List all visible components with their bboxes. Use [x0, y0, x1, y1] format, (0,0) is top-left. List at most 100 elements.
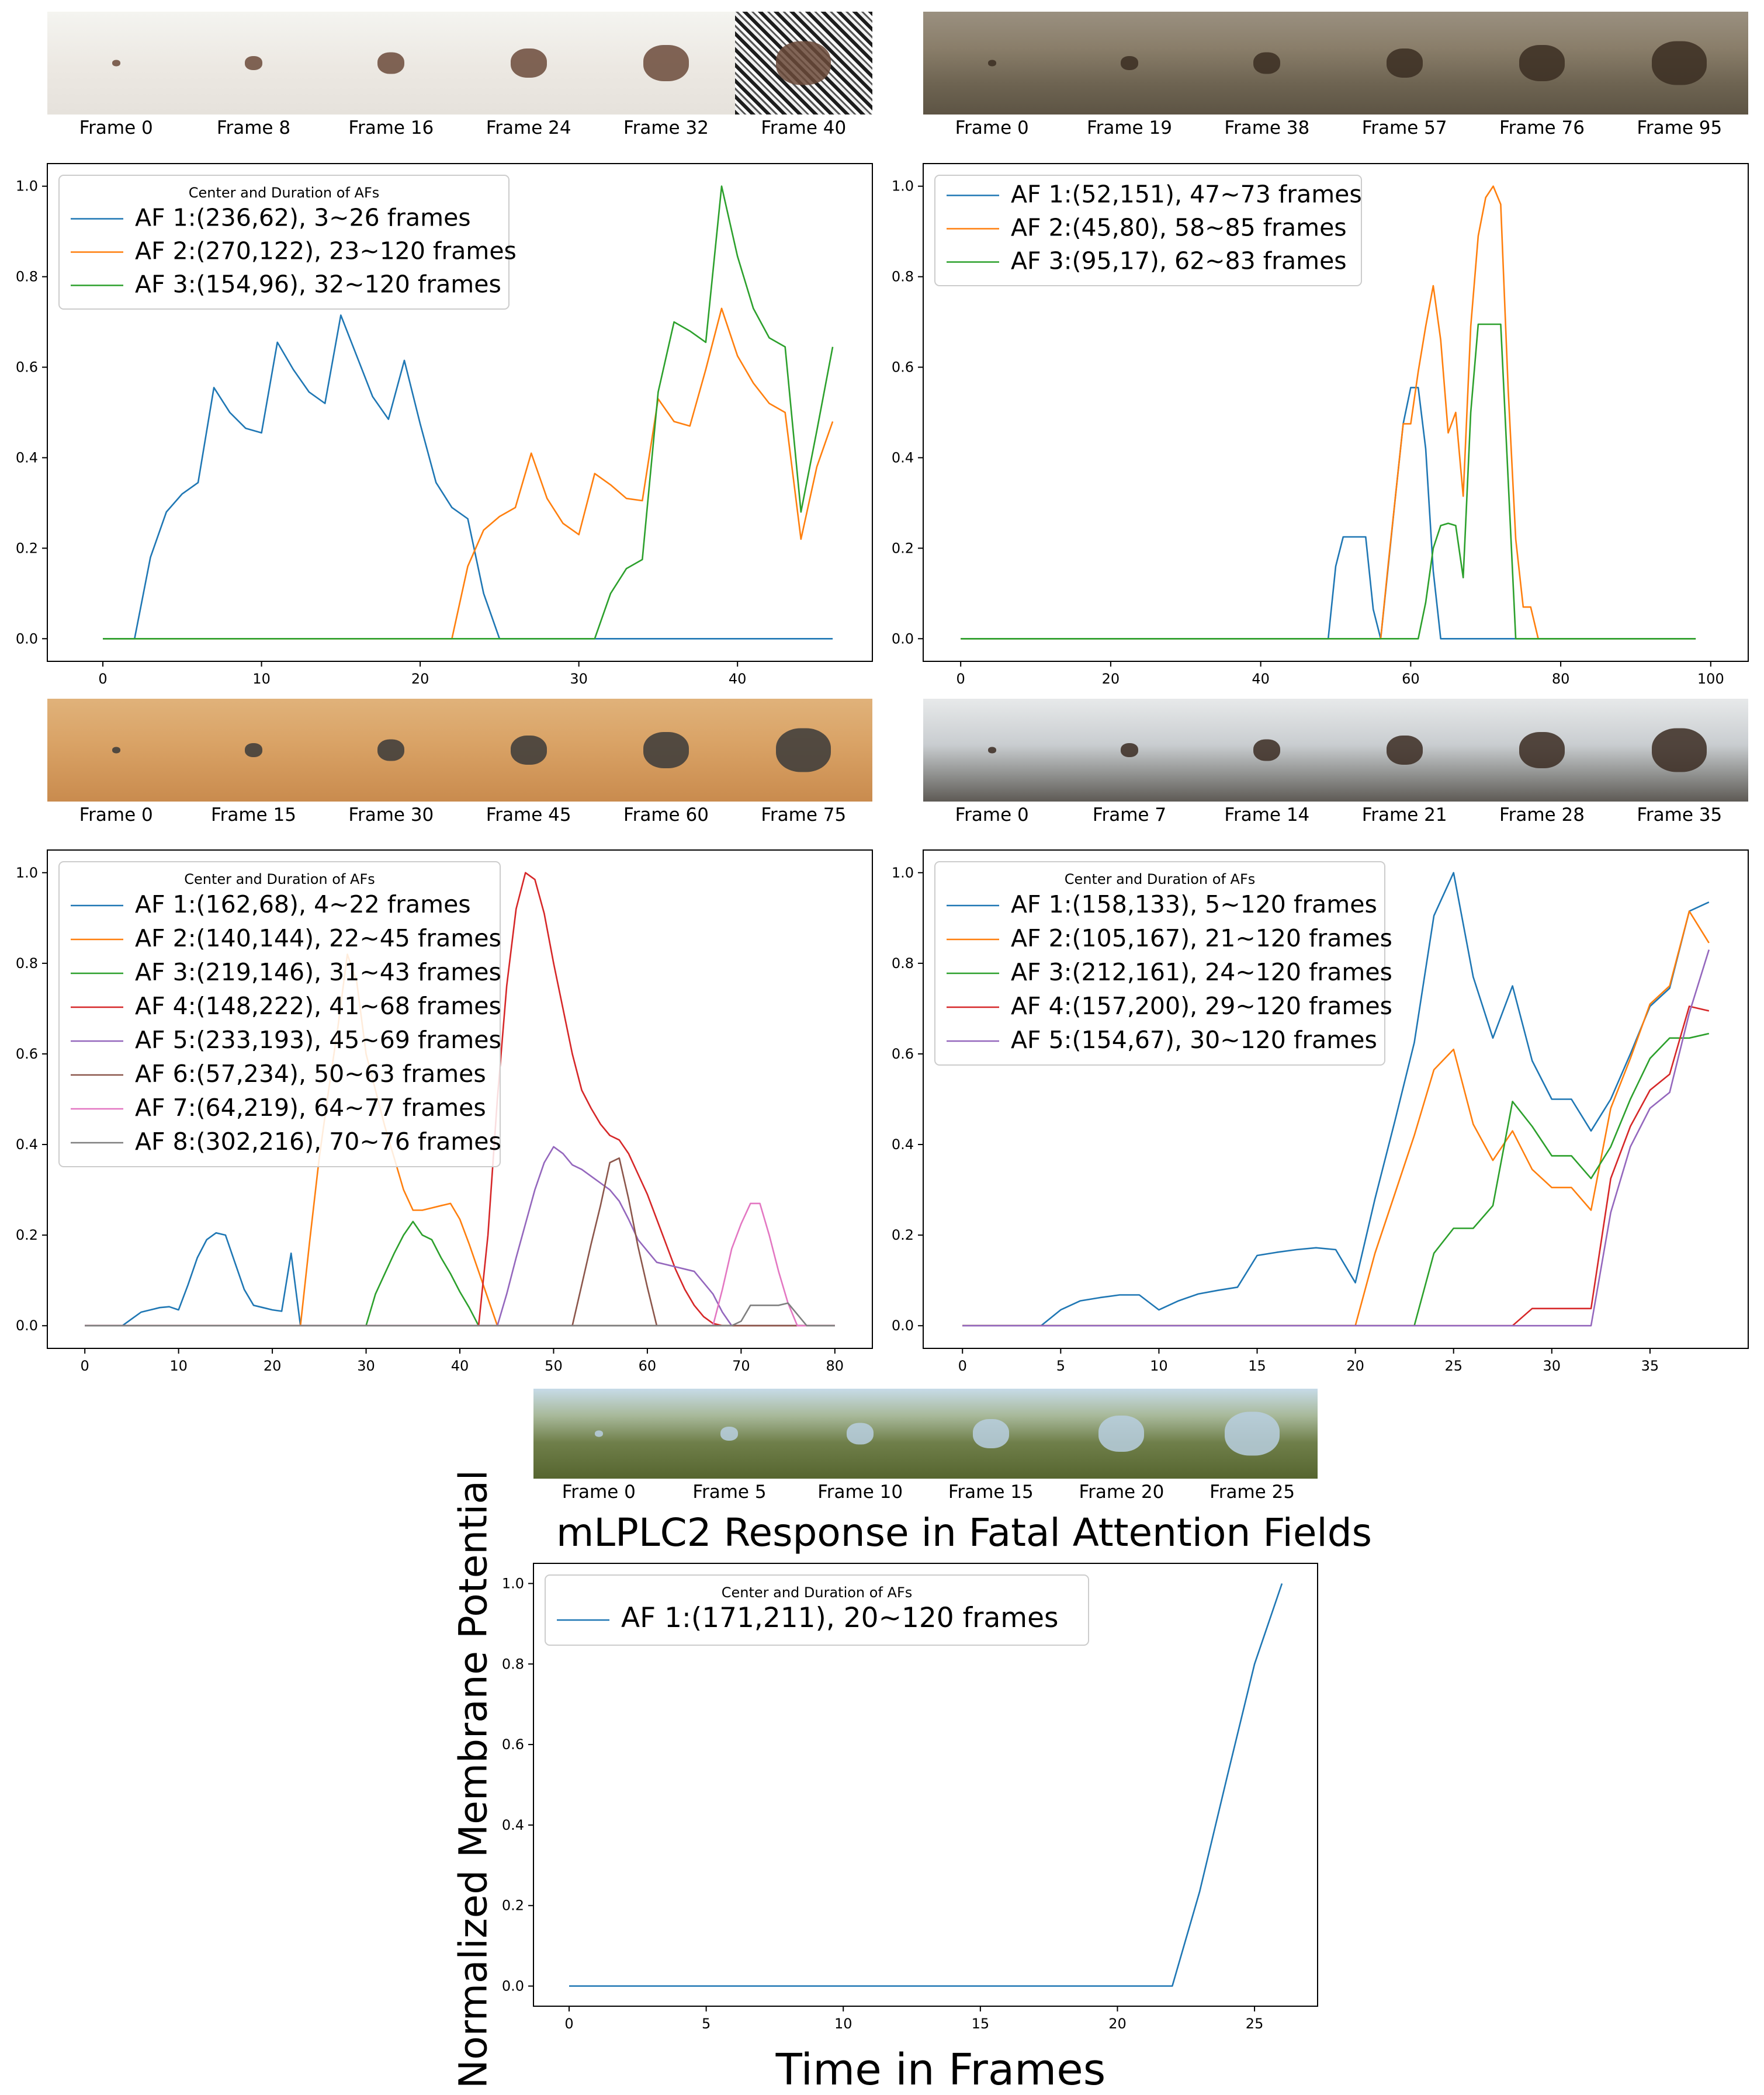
object-silhouette — [1652, 728, 1707, 772]
object-silhouette — [847, 1423, 874, 1445]
frame-thumbnail — [734, 699, 872, 802]
x-tick-label: 10 — [169, 1358, 188, 1374]
x-tick-label: 60 — [1402, 671, 1420, 687]
frame-thumbnail — [1056, 1389, 1187, 1479]
frame-cell: Frame 95 — [1610, 12, 1748, 141]
frame-strip-bear: Frame 0 Frame 19 Frame 38 Frame 57 Frame 76 F… — [923, 12, 1748, 141]
axes-frame — [923, 163, 1749, 662]
y-tick-label: 0.8 — [892, 269, 914, 285]
frame-cell: Frame 15 — [925, 1389, 1056, 1506]
frame-label: Frame 24 — [486, 117, 571, 138]
y-tick-label: 0.8 — [16, 955, 38, 972]
legend-label-af-4: AF 4:(157,200), 29~120 frames — [1011, 992, 1392, 1020]
frame-cell: Frame 0 — [923, 12, 1061, 141]
frame-thumbnail — [795, 1389, 926, 1479]
object-silhouette — [643, 732, 689, 768]
frame-thumbnail — [597, 699, 735, 802]
frame-cell: Frame 25 — [1187, 1389, 1318, 1506]
frame-label: Frame 75 — [761, 804, 847, 825]
x-tick-label: 0 — [98, 671, 107, 687]
y-tick-label: 0.4 — [16, 1136, 38, 1153]
x-tick-label: 20 — [264, 1358, 282, 1374]
frame-thumbnail — [47, 699, 185, 802]
legend-label-af-2: AF 2:(45,80), 58~85 frames — [1011, 214, 1347, 242]
object-silhouette — [1519, 45, 1565, 81]
legend-title: Center and Duration of AFs — [1065, 871, 1256, 887]
frame-label: Frame 30 — [348, 804, 434, 825]
legend-label-af-5: AF 5:(154,67), 30~120 frames — [1011, 1026, 1377, 1054]
frame-cell: Frame 0 — [47, 12, 185, 141]
x-tick-label: 70 — [732, 1358, 750, 1374]
frame-label: Frame 7 — [1092, 804, 1167, 825]
series-line-af-5 — [85, 1146, 835, 1327]
x-tick-label: 30 — [570, 671, 588, 687]
object-silhouette — [594, 1430, 603, 1437]
frame-label: Frame 0 — [955, 117, 1029, 138]
y-tick-label: 0.0 — [892, 630, 914, 647]
y-tick-label: 0.8 — [892, 955, 914, 972]
legend-label-af-6: AF 6:(57,234), 50~63 frames — [135, 1060, 486, 1088]
frame-thumbnail — [1335, 12, 1474, 115]
frame-cell: Frame 24 — [459, 12, 598, 141]
y-tick-label: 0.4 — [892, 1136, 914, 1153]
series-line-af-8 — [85, 1302, 835, 1327]
object-silhouette — [1120, 743, 1138, 757]
x-tick-label: 15 — [972, 2016, 990, 2032]
frame-thumbnail — [1187, 1389, 1318, 1479]
object-silhouette — [720, 1427, 739, 1441]
frame-cell: Frame 40 — [734, 12, 872, 141]
x-tick-label: 5 — [702, 2016, 711, 2032]
y-tick-label: 1.0 — [892, 178, 914, 195]
legend-title: Center and Duration of AFs — [184, 871, 375, 887]
legend-label-af-3: AF 3:(95,17), 62~83 frames — [1011, 247, 1347, 275]
series-line-af-3 — [103, 185, 834, 640]
x-tick-label: 60 — [639, 1358, 657, 1374]
frame-cell: Frame 0 — [533, 1389, 664, 1506]
frame-cell: Frame 7 — [1061, 699, 1198, 828]
legend-label-af-4: AF 4:(148,222), 41~68 frames — [135, 992, 501, 1020]
axes-frame — [533, 1563, 1318, 2007]
frame-thumbnail — [185, 12, 323, 115]
frame-label: Frame 76 — [1499, 117, 1585, 138]
legend-label-af-2: AF 2:(270,122), 23~120 frames — [135, 237, 517, 265]
object-silhouette — [987, 747, 996, 754]
x-tick-label: 30 — [1543, 1358, 1561, 1374]
frame-thumbnail — [1610, 12, 1748, 115]
x-tick-label: 50 — [545, 1358, 563, 1374]
object-silhouette — [1519, 732, 1565, 768]
x-tick-label: 80 — [1552, 671, 1570, 687]
x-tick-label: 10 — [252, 671, 271, 687]
x-tick-label: 80 — [826, 1358, 844, 1374]
y-tick-label: 0.0 — [892, 1317, 914, 1334]
legend-label-af-1: AF 1:(158,133), 5~120 frames — [1011, 890, 1377, 918]
x-tick-label: 0 — [81, 1358, 89, 1374]
frame-thumbnail — [1610, 699, 1748, 802]
legend-label-af-3: AF 3:(212,161), 24~120 frames — [1011, 958, 1392, 986]
object-silhouette — [1225, 1411, 1280, 1456]
object-silhouette — [377, 739, 405, 761]
legend-label-af-1: AF 1:(236,62), 3~26 frames — [135, 204, 471, 232]
frame-thumbnail — [47, 12, 185, 115]
frame-cell: Frame 14 — [1198, 699, 1336, 828]
frame-strip-eagle: Frame 0 Frame 5 Frame 10 Frame 15 Frame 20 Fr… — [533, 1389, 1318, 1506]
frame-cell: Frame 20 — [1056, 1389, 1187, 1506]
y-tick-label: 0.0 — [16, 630, 38, 647]
frame-label: Frame 8 — [216, 117, 291, 138]
frame-label: Frame 5 — [692, 1482, 767, 1503]
x-tick-label: 40 — [451, 1358, 469, 1374]
frame-thumbnail — [1198, 699, 1336, 802]
object-silhouette — [987, 60, 996, 67]
x-tick-label: 100 — [1697, 671, 1724, 687]
frame-cell: Frame 30 — [322, 699, 460, 828]
x-tick-label: 10 — [1150, 1358, 1168, 1374]
axes-frame — [923, 849, 1749, 1349]
x-tick-label: 5 — [1056, 1358, 1065, 1374]
x-tick-label: 20 — [411, 671, 429, 687]
object-silhouette — [244, 56, 262, 70]
series-line-af-5 — [962, 949, 1710, 1327]
frame-thumbnail — [185, 699, 323, 802]
